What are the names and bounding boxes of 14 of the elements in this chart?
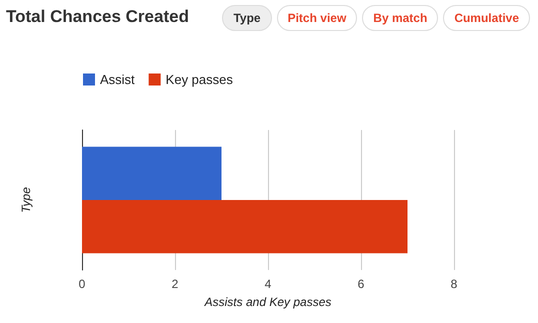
x-axis-title: Assists and Key passes [204, 295, 332, 309]
x-tick-label: 6 [358, 277, 365, 291]
x-tick-label: 4 [264, 277, 272, 291]
legend-label: Assist [100, 72, 136, 87]
legend-label: Key passes [166, 72, 234, 87]
tab-button[interactable]: Pitch view [276, 5, 358, 31]
x-tick-label: 0 [78, 277, 86, 291]
tab-button[interactable]: By match [362, 5, 438, 31]
tab-button[interactable]: Cumulative [443, 5, 530, 31]
tab-button[interactable]: Type [222, 5, 272, 31]
y-axis-title: Type [19, 186, 33, 213]
x-tick-label: 8 [450, 277, 458, 291]
x-tick-label: 2 [172, 277, 179, 291]
chart-title: Total Chances Created [6, 7, 189, 27]
